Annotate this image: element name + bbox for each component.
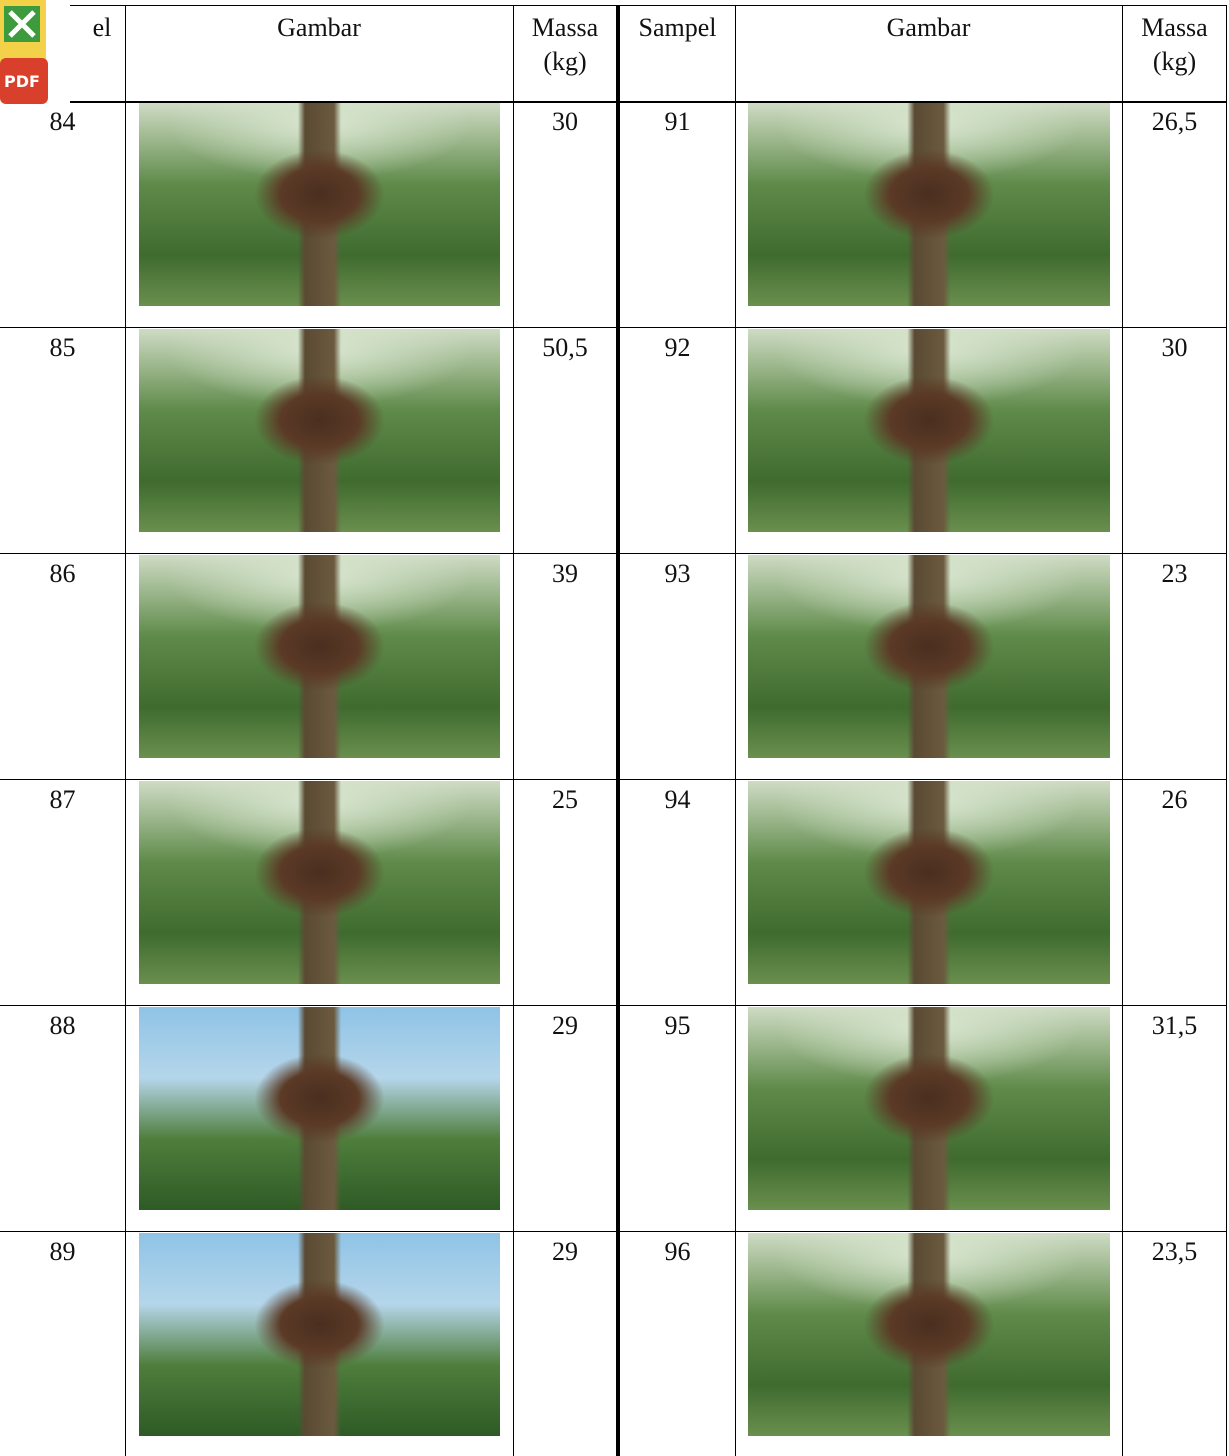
mass-value: 23,5 bbox=[1151, 1237, 1198, 1266]
palm-photo bbox=[139, 1233, 500, 1436]
row-border bbox=[0, 327, 617, 328]
sample-number: 93 bbox=[664, 559, 691, 588]
sample-number: 86 bbox=[49, 559, 76, 588]
row-border bbox=[0, 1231, 617, 1232]
header-cell: Massa (kg) bbox=[531, 13, 599, 76]
palm-photo bbox=[748, 329, 1110, 532]
row-border bbox=[620, 779, 1227, 780]
sample-number: 95 bbox=[664, 1011, 691, 1040]
mass-value: 26,5 bbox=[1151, 107, 1198, 136]
palm-photo bbox=[139, 103, 500, 306]
palm-photo bbox=[139, 555, 500, 758]
palm-photo bbox=[748, 555, 1110, 758]
palm-photo bbox=[139, 1007, 500, 1210]
header-bottom bbox=[70, 101, 1227, 103]
column-border bbox=[1122, 5, 1123, 1456]
sample-number: 84 bbox=[49, 107, 76, 136]
sample-number: 87 bbox=[49, 785, 76, 814]
sample-number: 94 bbox=[664, 785, 691, 814]
column-border bbox=[513, 5, 514, 1456]
sample-number: 92 bbox=[664, 333, 691, 362]
pdf-icon: PDF bbox=[0, 0, 48, 104]
mass-value: 30 bbox=[1161, 333, 1188, 362]
palm-photo bbox=[139, 781, 500, 984]
row-border bbox=[620, 1231, 1227, 1232]
column-border bbox=[125, 5, 126, 1456]
row-border bbox=[0, 1005, 617, 1006]
mass-value: 50,5 bbox=[542, 333, 588, 362]
palm-photo bbox=[748, 1007, 1110, 1210]
icon-label: PDF bbox=[4, 72, 40, 91]
palm-photo bbox=[748, 1233, 1110, 1436]
header-cell: el bbox=[92, 13, 112, 42]
palm-photo bbox=[748, 781, 1110, 984]
icon-x bbox=[8, 10, 36, 38]
sample-number: 89 bbox=[49, 1237, 76, 1266]
column-border-thick bbox=[616, 5, 620, 1456]
palm-photo bbox=[139, 329, 500, 532]
mass-value: 39 bbox=[552, 559, 578, 588]
sample-number: 88 bbox=[49, 1011, 76, 1040]
mass-value: 26 bbox=[1161, 785, 1188, 814]
mass-value: 25 bbox=[552, 785, 578, 814]
mass-value: 23 bbox=[1161, 559, 1188, 588]
mass-value: 30 bbox=[552, 107, 578, 136]
sample-number: 85 bbox=[49, 333, 76, 362]
row-border bbox=[0, 553, 617, 554]
sample-number: 96 bbox=[664, 1237, 691, 1266]
row-border bbox=[620, 327, 1227, 328]
row-border bbox=[620, 553, 1227, 554]
header-cell: Gambar bbox=[886, 13, 971, 42]
mass-value: 31,5 bbox=[1151, 1011, 1198, 1040]
row-border bbox=[620, 1005, 1227, 1006]
header-top bbox=[70, 5, 1227, 6]
column-border bbox=[735, 5, 736, 1456]
row-border bbox=[0, 779, 617, 780]
icon-pdf bbox=[0, 58, 48, 104]
sample-number: 91 bbox=[664, 107, 691, 136]
header-cell: Sampel bbox=[638, 13, 717, 42]
header-cell: Gambar bbox=[277, 13, 361, 42]
header-cell: Massa (kg) bbox=[1141, 13, 1208, 76]
mass-value: 29 bbox=[552, 1237, 578, 1266]
mass-value: 29 bbox=[552, 1011, 578, 1040]
palm-photo bbox=[748, 103, 1110, 306]
column-border bbox=[1226, 5, 1227, 1456]
